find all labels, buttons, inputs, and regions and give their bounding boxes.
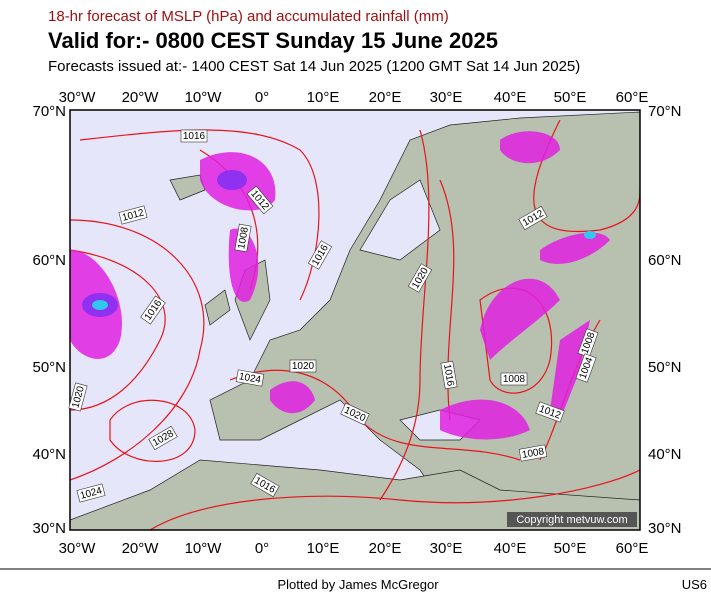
isobar-label-box [68, 382, 88, 412]
isobar-label: 1016 [440, 360, 458, 390]
lon-label-bottom: 10°E [307, 540, 340, 557]
isobar-label-box [250, 472, 280, 498]
isobar-label: 1024 [235, 369, 265, 387]
footer-code: US6 [682, 577, 707, 592]
isobar-label-box [246, 185, 274, 215]
issued-time: Forecasts issued at:- 1400 CEST Sat 14 J… [48, 58, 580, 75]
isobar-label: 1008 [234, 223, 252, 253]
isobar-label-text: 1024 [238, 371, 262, 386]
lon-label-top: 0° [255, 89, 269, 106]
isobar-label-text: 1008 [236, 226, 251, 250]
isobar-label-box [577, 328, 599, 358]
isobar-label-box [535, 401, 565, 423]
isobar-label-box [500, 372, 528, 386]
lon-label-top: 20°W [122, 89, 160, 106]
lat-label-left: 70°N [32, 103, 66, 120]
lon-label-bottom: 30°E [430, 540, 463, 557]
lon-label-top: 30°W [59, 89, 97, 106]
lat-label-left: 50°N [32, 359, 66, 376]
isobar-label-text: 1016 [441, 363, 456, 387]
lat-label-right: 40°N [648, 446, 682, 463]
isobar-label-box [140, 295, 166, 325]
isobar-label-box [235, 369, 265, 387]
lon-label-top: 40°E [494, 89, 527, 106]
lon-label-bottom: 20°E [369, 540, 402, 557]
isobar-label-text: 1016 [183, 131, 206, 142]
isobar-label-box [407, 263, 433, 293]
isobar-label-box [76, 483, 106, 503]
isobar-label: 1008 [518, 444, 548, 462]
isobar-label-text: 1020 [292, 361, 315, 372]
isobar-label: 1012 [118, 205, 148, 225]
lon-label-top: 10°W [185, 89, 223, 106]
isobar-label-box [340, 402, 370, 426]
isobar-label-box [148, 425, 178, 451]
axis-labels: 30°W 30°W 20°W 20°W 10°W 10°W 0° 0° 10°E 10°E 20°E… [32, 89, 681, 557]
copyright-box [507, 512, 637, 527]
isobar-label-box [118, 205, 148, 225]
copyright: Copyright metvuw.com [516, 514, 627, 526]
isobar-label-box [180, 129, 208, 143]
isobar-label-box [518, 205, 548, 231]
isobar-label: 1008 [500, 372, 528, 386]
lat-label-right: 50°N [648, 359, 682, 376]
lon-label-bottom: 50°E [554, 540, 587, 557]
footer-credit: Plotted by James McGregor [277, 577, 439, 592]
lon-label-bottom: 30°W [59, 540, 97, 557]
isobar-label: 1024 [76, 483, 106, 503]
isobar-label-box [440, 360, 458, 390]
isobar-label-box [234, 223, 252, 253]
isobar-label: 1020 [68, 382, 88, 412]
lon-label-top: 50°E [554, 89, 587, 106]
lat-label-right: 60°N [648, 252, 682, 269]
isobar-label-text: 1008 [503, 374, 526, 385]
lat-label-left: 60°N [32, 252, 66, 269]
lon-label-top: 20°E [369, 89, 402, 106]
lat-label-right: 30°N [648, 520, 682, 537]
lon-label-top: 30°E [430, 89, 463, 106]
lon-label-bottom: 10°W [185, 540, 223, 557]
isobar-label-box [307, 240, 333, 270]
lon-label-top: 60°E [616, 89, 649, 106]
isobar-label: 1020 [289, 359, 317, 373]
valid-time: Valid for:- 0800 CEST Sunday 15 June 202… [48, 28, 498, 53]
isobar-label-box [289, 359, 317, 373]
lon-label-top: 10°E [307, 89, 340, 106]
lon-label-bottom: 40°E [494, 540, 527, 557]
isobar-label: 1016 [180, 129, 208, 143]
lon-label-bottom: 60°E [616, 540, 649, 557]
lat-label-left: 30°N [32, 520, 66, 537]
lon-label-bottom: 0° [255, 540, 269, 557]
map-frame [69, 109, 641, 531]
lat-label-left: 40°N [32, 446, 66, 463]
lon-label-bottom: 20°W [122, 540, 160, 557]
isobar-label-text: 1008 [521, 446, 545, 461]
lat-label-right: 70°N [648, 103, 682, 120]
map-title: 18-hr forecast of MSLP (hPa) and accumul… [48, 8, 449, 25]
isobar-label-box [575, 353, 597, 383]
rainfall [70, 131, 610, 440]
isobar-label-box [518, 444, 548, 462]
